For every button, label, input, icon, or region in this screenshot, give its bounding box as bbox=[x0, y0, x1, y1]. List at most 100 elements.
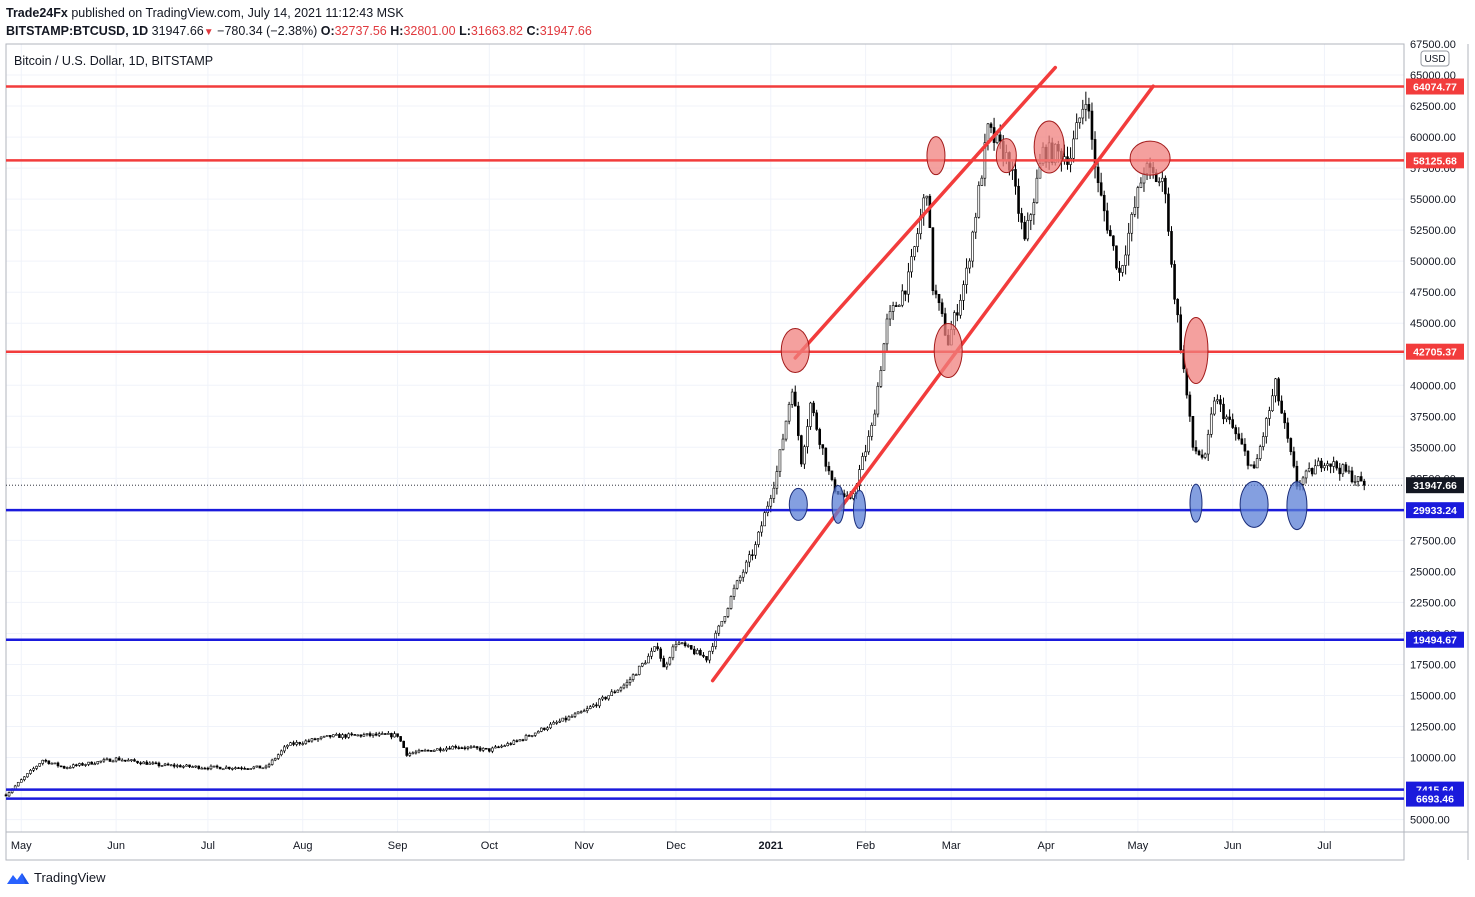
candle-body bbox=[491, 747, 494, 752]
candle-body bbox=[959, 300, 962, 316]
candle-body bbox=[264, 765, 268, 769]
currency-badge[interactable]: USD bbox=[1420, 50, 1450, 67]
candle-body bbox=[445, 747, 448, 751]
candle-body bbox=[1261, 436, 1265, 447]
level-tag bbox=[1406, 78, 1464, 95]
candle-body bbox=[1179, 314, 1182, 351]
candle-body bbox=[451, 746, 454, 750]
red-marker-ellipse bbox=[1129, 140, 1171, 176]
candle-body bbox=[466, 746, 470, 749]
candle-body bbox=[120, 759, 124, 762]
candle-body bbox=[1109, 229, 1112, 237]
candle-body bbox=[540, 727, 543, 732]
candle-body bbox=[610, 691, 613, 696]
candle-body bbox=[604, 696, 607, 700]
symbol-label[interactable]: BITSTAMP:BTCUSD, 1D bbox=[6, 24, 149, 38]
candle-body bbox=[619, 687, 623, 691]
candle-body bbox=[1310, 468, 1314, 475]
candle-body bbox=[1170, 231, 1173, 265]
publisher-name[interactable]: Trade24Fx bbox=[6, 6, 68, 20]
candle-series bbox=[4, 91, 1366, 797]
candle-body bbox=[573, 713, 577, 717]
channel-line bbox=[710, 84, 1155, 683]
candle-body bbox=[974, 216, 978, 233]
marker-ellipses[interactable] bbox=[780, 120, 1308, 531]
candle-body bbox=[1161, 177, 1164, 182]
candle-body bbox=[956, 312, 959, 316]
candle-body bbox=[1243, 443, 1247, 452]
blue-marker-ellipse bbox=[1189, 483, 1203, 523]
candle-body bbox=[500, 745, 503, 748]
time-axis[interactable]: May Jun Jul Aug Sep Oct Nov Dec 2021 Feb Mar Apr May… bbox=[11, 840, 1332, 852]
candle-body bbox=[503, 745, 506, 748]
candle-body bbox=[359, 734, 363, 737]
red-marker-ellipse bbox=[1033, 120, 1065, 174]
candle-body bbox=[1344, 464, 1348, 472]
candle-body bbox=[1191, 416, 1195, 448]
candle-body bbox=[249, 768, 253, 770]
candle-body bbox=[1029, 214, 1033, 221]
candle-body bbox=[1173, 264, 1176, 300]
candle-body bbox=[255, 765, 259, 768]
candle-body bbox=[460, 747, 464, 749]
candle-body bbox=[659, 648, 662, 659]
candle-body bbox=[861, 456, 864, 470]
candle-body bbox=[344, 734, 347, 738]
candle-body bbox=[270, 759, 274, 765]
candle-body bbox=[555, 721, 558, 724]
candle-body bbox=[1225, 416, 1228, 420]
candle-body bbox=[1292, 451, 1296, 467]
candle-body bbox=[901, 290, 904, 306]
candle-body bbox=[338, 734, 341, 738]
candle-body bbox=[702, 654, 705, 657]
candle-body bbox=[23, 776, 26, 781]
horizontal-levels[interactable] bbox=[6, 85, 1404, 800]
candle-body bbox=[806, 426, 809, 448]
candle-body bbox=[601, 696, 604, 700]
candle-body bbox=[289, 742, 292, 746]
level-tag-text: 58125.68 bbox=[1413, 155, 1457, 167]
candle-body bbox=[754, 544, 757, 556]
candle-body bbox=[243, 768, 246, 770]
time-tick-label: Jul bbox=[201, 840, 215, 852]
candle-body bbox=[1102, 194, 1106, 212]
tradingview-logo-icon[interactable] bbox=[6, 871, 30, 885]
candle-body bbox=[65, 767, 69, 769]
time-tick-label: Nov bbox=[574, 840, 594, 852]
candle-body bbox=[105, 758, 109, 761]
candle-body bbox=[1167, 193, 1170, 232]
price-tick-label: 25000.00 bbox=[1410, 566, 1456, 578]
candle-body bbox=[350, 733, 353, 736]
candle-body bbox=[1341, 464, 1345, 475]
candle-body bbox=[1084, 104, 1088, 110]
candle-body bbox=[576, 711, 580, 715]
publish-info: published on TradingView.com, July 14, 2… bbox=[71, 6, 404, 20]
candle-body bbox=[800, 435, 803, 465]
candle-body bbox=[879, 370, 883, 387]
candle-body bbox=[53, 762, 57, 765]
footer-brand[interactable]: TradingView bbox=[34, 870, 106, 885]
candle-body bbox=[1356, 476, 1360, 482]
candle-body bbox=[258, 765, 262, 769]
candle-body bbox=[448, 747, 451, 750]
candle-body bbox=[380, 733, 384, 735]
price-tick-label: 17500.00 bbox=[1410, 659, 1456, 671]
candle-body bbox=[261, 767, 265, 770]
candle-body bbox=[38, 763, 41, 767]
time-tick-label: 2021 bbox=[759, 840, 783, 852]
candle-body bbox=[212, 765, 216, 768]
candle-body bbox=[585, 708, 589, 712]
candle-body bbox=[515, 740, 519, 742]
channel-lines[interactable] bbox=[710, 65, 1155, 683]
price-tick-label: 37500.00 bbox=[1410, 411, 1456, 423]
open-value: 32737.56 bbox=[334, 24, 387, 38]
time-tick-label: Apr bbox=[1038, 840, 1055, 852]
candle-body bbox=[824, 447, 828, 467]
candle-body bbox=[1237, 433, 1241, 440]
candle-body bbox=[32, 768, 35, 771]
candle-body bbox=[910, 256, 913, 273]
candle-body bbox=[16, 782, 20, 787]
candle-body bbox=[744, 561, 748, 573]
candle-body bbox=[588, 706, 592, 709]
